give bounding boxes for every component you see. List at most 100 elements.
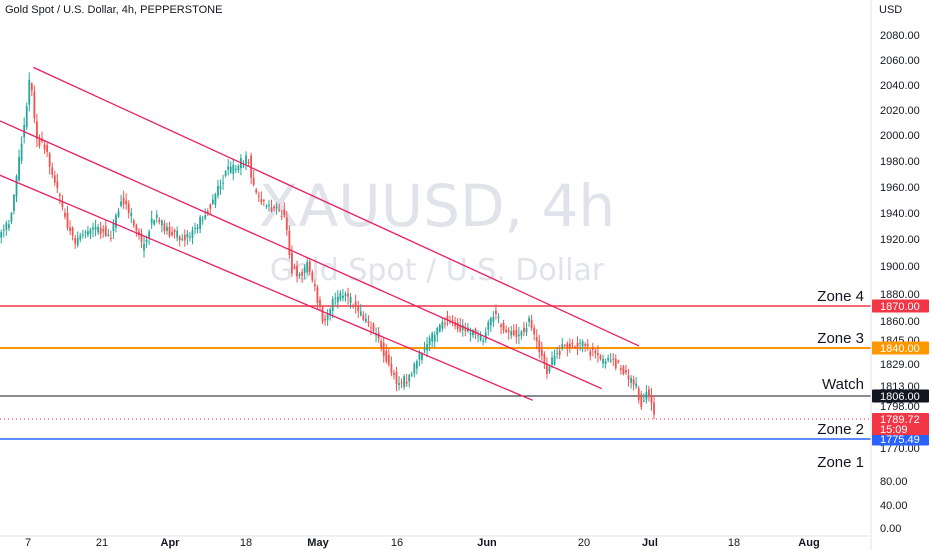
y-tick-label: 1920.00 xyxy=(880,234,920,246)
candle-body xyxy=(359,311,362,316)
candle-body xyxy=(61,201,64,207)
candle-body xyxy=(540,349,543,357)
candle-body xyxy=(87,231,89,235)
candle-body xyxy=(224,171,227,176)
candle-body xyxy=(426,343,428,351)
x-tick-label: Jul xyxy=(642,537,658,549)
channel-line[interactable] xyxy=(0,120,603,390)
watermark-description: Gold Spot / U.S. Dollar xyxy=(270,253,605,288)
candle-body xyxy=(53,175,56,183)
candle-body xyxy=(143,243,145,251)
candle-body xyxy=(166,226,168,231)
candle-body xyxy=(298,273,301,276)
candle-body xyxy=(214,194,217,205)
price-axis-panel[interactable] xyxy=(871,0,932,550)
candle-body xyxy=(556,353,559,355)
chart-title: Gold Spot / U.S. Dollar, 4h, PEPPERSTONE xyxy=(5,4,222,16)
candle-body xyxy=(28,80,31,105)
candle-body xyxy=(56,181,59,189)
candle-body xyxy=(385,350,388,362)
candle-body xyxy=(229,166,232,173)
candle-body xyxy=(489,317,492,326)
candle-body xyxy=(84,231,87,233)
candle-body xyxy=(484,332,487,340)
price-tag-bg xyxy=(872,341,929,355)
candle-body xyxy=(306,261,309,273)
candle-body xyxy=(168,227,171,237)
currency-label: USD xyxy=(879,4,902,16)
candle-body xyxy=(115,215,117,228)
candle-body xyxy=(627,375,630,380)
candle-body xyxy=(640,394,643,408)
candle-body xyxy=(160,220,163,226)
candle-body xyxy=(653,402,655,415)
zone-label-watch: Watch xyxy=(822,376,864,393)
candle-body xyxy=(413,364,416,374)
candle-body xyxy=(262,200,265,202)
candle-body xyxy=(400,382,403,384)
y-tick-label: 2000.00 xyxy=(880,130,920,142)
candle-body xyxy=(331,298,334,311)
candle-body xyxy=(553,355,556,365)
candle-body xyxy=(433,334,436,342)
last-price-tag-bg xyxy=(872,413,929,435)
channel-line[interactable] xyxy=(33,66,640,347)
candle-body xyxy=(199,216,202,229)
candle-body xyxy=(293,266,296,269)
candle-body xyxy=(382,342,385,357)
bar-countdown-label: 15:09 xyxy=(880,424,908,436)
candle-body xyxy=(178,236,181,241)
candle-body xyxy=(204,215,207,219)
candle-body xyxy=(109,237,112,240)
candle-body xyxy=(148,231,151,238)
candle-body xyxy=(64,212,66,217)
candle-body xyxy=(158,219,161,223)
channel-line[interactable] xyxy=(0,174,533,401)
candle-body xyxy=(291,252,293,274)
candle-body xyxy=(370,327,372,329)
candle-body xyxy=(145,239,148,243)
candle-body xyxy=(255,189,258,193)
candle-body xyxy=(242,165,245,167)
candle-body xyxy=(321,307,324,322)
candle-body xyxy=(454,322,457,326)
candle-body xyxy=(38,138,41,146)
candle-body xyxy=(410,374,413,376)
candle-body xyxy=(163,223,166,232)
price-tag-bg xyxy=(872,432,929,446)
candle-body xyxy=(153,220,156,225)
candle-body xyxy=(301,271,304,276)
candle-body xyxy=(275,207,278,209)
candle-body xyxy=(92,227,94,230)
candle-body xyxy=(502,323,505,331)
candle-body xyxy=(520,331,523,336)
candle-body xyxy=(602,358,604,364)
candle-body xyxy=(48,153,51,167)
candle-body xyxy=(492,316,495,322)
candle-body xyxy=(512,330,515,335)
candle-body xyxy=(632,379,635,385)
candle-body xyxy=(285,217,288,230)
candle-body xyxy=(574,346,576,348)
candle-body xyxy=(219,186,222,190)
y-tick-label: 2020.00 xyxy=(880,105,920,117)
symbol-watermark: XAUUSD, 4h Gold Spot / U.S. Dollar xyxy=(259,172,615,288)
candle-body xyxy=(209,204,212,209)
candle-body xyxy=(308,261,311,272)
candle-body xyxy=(247,161,250,163)
candle-body xyxy=(579,342,581,344)
candle-body xyxy=(548,366,551,372)
y-tick-label: 1940.00 xyxy=(880,208,920,220)
candle-body xyxy=(339,293,342,300)
candle-body xyxy=(319,299,321,307)
time-axis-ticks[interactable]: 7 21 Apr 18 May 16 Jun 20 Jul 18 Aug xyxy=(25,537,820,549)
candle-body xyxy=(237,165,240,170)
candle-body xyxy=(66,212,69,228)
candle-body xyxy=(43,144,46,150)
candle-body xyxy=(324,318,326,321)
candle-body xyxy=(372,323,375,331)
x-tick-label: Aug xyxy=(798,537,819,549)
candle-body xyxy=(507,330,510,333)
candle-body xyxy=(280,215,283,217)
